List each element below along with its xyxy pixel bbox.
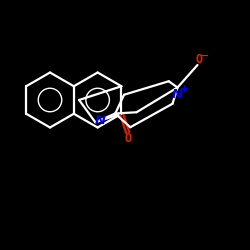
Text: O: O	[195, 53, 202, 66]
Text: N: N	[172, 88, 183, 101]
Text: O: O	[124, 132, 131, 144]
Text: −: −	[200, 50, 209, 60]
Text: +: +	[180, 84, 189, 94]
Text: N: N	[94, 114, 105, 128]
